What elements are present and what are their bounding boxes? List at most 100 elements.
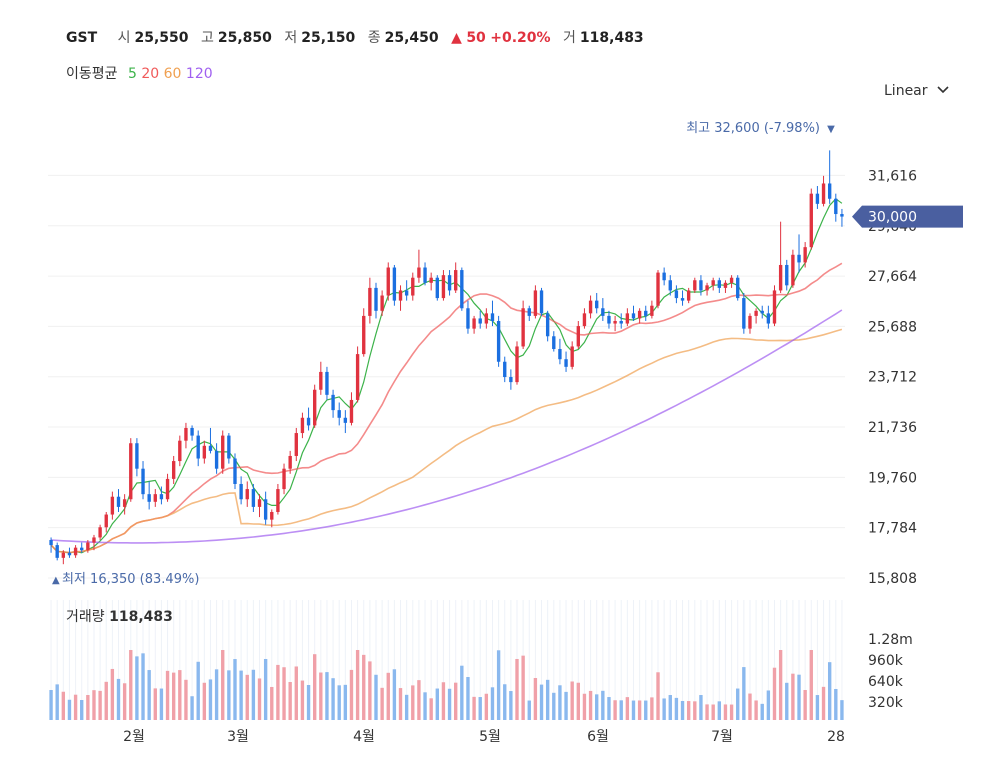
candle bbox=[748, 313, 752, 720]
candle bbox=[435, 275, 439, 720]
candle bbox=[797, 234, 801, 720]
ma-5[interactable]: 5 bbox=[127, 66, 137, 82]
candle-body bbox=[404, 290, 409, 296]
candle bbox=[73, 545, 78, 720]
volume-bar bbox=[545, 679, 550, 720]
candle bbox=[417, 249, 421, 720]
candle-body bbox=[441, 275, 446, 299]
candle-body bbox=[515, 346, 519, 383]
candle-body bbox=[723, 282, 728, 288]
volume-bar bbox=[478, 697, 482, 720]
volume-bar bbox=[110, 668, 115, 720]
volume-bar bbox=[637, 700, 642, 720]
candle bbox=[772, 285, 777, 720]
volume-bar bbox=[742, 667, 746, 720]
x-tick-label: 28 bbox=[827, 729, 845, 745]
candle-body bbox=[668, 280, 672, 291]
candle bbox=[129, 438, 133, 720]
volume-bar bbox=[67, 699, 72, 720]
volume-bar bbox=[736, 688, 740, 720]
volume-bar bbox=[809, 650, 813, 720]
volume-bar bbox=[558, 685, 562, 720]
candle-body bbox=[61, 552, 66, 558]
volume-bar bbox=[441, 682, 446, 720]
volume-bar bbox=[644, 700, 648, 720]
ma-line-60 bbox=[50, 328, 843, 554]
candle bbox=[478, 310, 482, 720]
volume-bar bbox=[288, 682, 292, 720]
candle bbox=[202, 440, 207, 720]
volume-bar bbox=[129, 650, 133, 720]
candle-body bbox=[343, 417, 348, 423]
min-price-annotation: 최저 16,350 (83.49%) bbox=[62, 572, 199, 587]
ma-20[interactable]: 20 bbox=[141, 66, 160, 82]
volume-bar bbox=[221, 650, 225, 720]
candle-body bbox=[840, 214, 844, 217]
candle-body bbox=[398, 290, 403, 301]
candle bbox=[233, 453, 237, 720]
volume-bar bbox=[251, 669, 256, 720]
candle-body bbox=[803, 247, 807, 263]
volume-bar bbox=[595, 694, 599, 720]
candle bbox=[503, 356, 507, 720]
volume-bar bbox=[337, 685, 341, 720]
candle-body bbox=[797, 254, 801, 263]
x-tick-label: 6월 bbox=[587, 729, 609, 745]
candle bbox=[490, 300, 495, 720]
candle-body bbox=[362, 315, 366, 355]
candle bbox=[496, 315, 501, 720]
volume-bar bbox=[815, 695, 820, 720]
candle-body bbox=[644, 310, 648, 316]
candle-body bbox=[190, 427, 194, 436]
candle bbox=[306, 407, 311, 720]
candle bbox=[705, 282, 709, 720]
candle bbox=[411, 272, 415, 720]
volume-bar bbox=[61, 691, 66, 720]
candle-body bbox=[496, 320, 501, 362]
volume-tick-label: 960k bbox=[868, 653, 904, 669]
candle-body bbox=[662, 272, 666, 281]
candle bbox=[760, 305, 764, 720]
candle-body bbox=[766, 313, 771, 324]
candle bbox=[98, 524, 102, 720]
y-tick-label: 19,760 bbox=[868, 470, 917, 486]
ma-60[interactable]: 60 bbox=[163, 66, 182, 82]
y-tick-label: 31,616 bbox=[868, 168, 917, 184]
candle-body bbox=[239, 483, 243, 500]
candle-body bbox=[325, 371, 329, 395]
y-tick-label: 27,664 bbox=[868, 269, 917, 285]
volume-bar bbox=[662, 698, 666, 720]
candle bbox=[257, 494, 262, 720]
candle bbox=[815, 186, 820, 720]
candle bbox=[374, 282, 378, 720]
candle-body bbox=[129, 443, 133, 500]
scale-selector[interactable]: Linear bbox=[884, 83, 949, 99]
volume-bar bbox=[754, 700, 758, 720]
candle-body bbox=[147, 494, 151, 502]
candle-body bbox=[276, 489, 280, 512]
volume-bar bbox=[484, 693, 489, 720]
candle bbox=[55, 542, 59, 720]
volume-bar bbox=[772, 667, 777, 720]
volume-bar bbox=[601, 690, 605, 720]
high-value: 25,850 bbox=[217, 30, 272, 46]
volume-bar bbox=[778, 650, 783, 720]
candle-body bbox=[447, 275, 452, 291]
candle-body bbox=[208, 445, 213, 451]
volume-bar bbox=[300, 680, 305, 720]
candle bbox=[80, 542, 84, 720]
candle-body bbox=[98, 527, 102, 538]
ma-120[interactable]: 120 bbox=[185, 66, 213, 82]
candle-body bbox=[331, 394, 335, 411]
candle bbox=[325, 366, 329, 720]
candle-body bbox=[392, 267, 397, 301]
candle-body bbox=[135, 443, 139, 469]
price-tag-bg bbox=[852, 205, 963, 228]
volume-bar bbox=[404, 694, 409, 720]
low-value: 25,150 bbox=[301, 30, 356, 46]
volume-bar bbox=[92, 690, 96, 720]
candle-body bbox=[221, 435, 225, 469]
candle-body bbox=[355, 354, 360, 400]
volume-bar bbox=[331, 678, 335, 720]
